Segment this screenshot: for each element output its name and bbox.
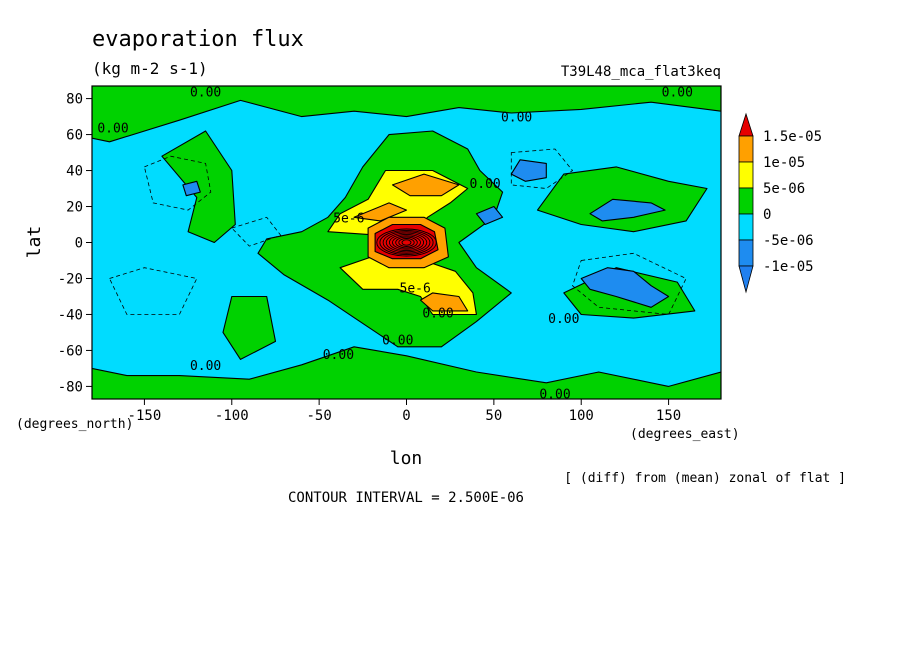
- y-tick-label: -80: [58, 379, 83, 395]
- colorbar: 1.5e-05 1e-05 5e-06 0 -5e-06 -1e-05: [738, 112, 822, 294]
- region-blue-w: [182, 180, 201, 197]
- y-tick-label: -40: [58, 307, 83, 323]
- colorbar-label: 1e-05: [763, 155, 805, 171]
- x-tick-label: -150: [128, 408, 162, 424]
- colorbar-segment: [738, 161, 754, 189]
- x-tick-label: 0: [402, 408, 410, 424]
- contour-label: 0.00: [501, 111, 532, 126]
- contour-label: 0.00: [469, 177, 500, 192]
- colorbar-segment: [738, 135, 754, 163]
- chart-title: evaporation flux: [92, 27, 304, 52]
- contour-label: 0.00: [382, 334, 413, 349]
- run-label: T39L48_mca_flat3keq: [561, 64, 721, 80]
- region-blue-ne2: [475, 205, 504, 226]
- region-mid-orange: [353, 202, 408, 222]
- contour-label: 5e-6: [333, 211, 364, 226]
- contour-label: 0.00: [548, 312, 579, 327]
- y-axis: -80 -60 -40 -20 0 20 40 60 80: [58, 92, 92, 395]
- contour-label: 0.00: [422, 307, 453, 322]
- region-blue-se: [580, 267, 670, 308]
- region-south-band: [92, 346, 721, 399]
- region-lower-orange: [419, 292, 469, 312]
- core-contour-ring: [401, 239, 412, 246]
- core-contour-ring: [392, 235, 421, 250]
- y-tick-label: -60: [58, 343, 83, 359]
- y-axis-unit: (degrees_north): [16, 417, 133, 432]
- region-east-patch: [536, 166, 708, 233]
- x-tick-label: 150: [656, 408, 681, 424]
- region-upper-orange: [391, 173, 460, 197]
- y-tick-label: 60: [66, 128, 83, 144]
- contour-interval: CONTOUR INTERVAL = 2.500E-06: [288, 490, 524, 506]
- core-contour-ring: [382, 231, 431, 254]
- contour-label: 0.00: [97, 121, 128, 136]
- y-tick-label: 40: [66, 164, 83, 180]
- negative-contours: [108, 148, 687, 315]
- colorbar-label: -5e-06: [763, 233, 814, 249]
- x-tick-label: -50: [306, 408, 331, 424]
- core-contour-rings: [376, 228, 437, 257]
- y-tick-label: 20: [66, 200, 83, 216]
- y-tick-label: -20: [58, 271, 83, 287]
- colorbar-top-triangle: [738, 112, 754, 137]
- x-axis-unit: (degrees_east): [630, 427, 740, 442]
- contour-label: 0.00: [662, 85, 693, 100]
- x-axis-label: lon: [390, 448, 423, 469]
- x-tick-label: 50: [485, 408, 502, 424]
- contour-fills: [92, 86, 721, 399]
- colorbar-label: 0: [763, 207, 771, 223]
- contour-label: 0.00: [190, 359, 221, 374]
- x-axis: -150 -100 -50 0 50 100 150: [128, 399, 681, 424]
- y-tick-label: 0: [75, 236, 83, 252]
- contour-label: 5e-6: [400, 282, 431, 297]
- contour-label: 0.00: [190, 85, 221, 100]
- plot-area: 0.00 0.00 0.00 0.00 0.00 5e-6 5e-6 0.00 0.00 0.00…: [92, 85, 721, 403]
- y-tick-label: 80: [66, 92, 83, 108]
- core-contour-ring: [398, 238, 415, 247]
- colorbar-segment: [738, 187, 754, 215]
- x-tick-label: -100: [215, 408, 249, 424]
- negative-contour: [231, 216, 282, 247]
- core-contour-ring: [379, 229, 434, 256]
- chart-subtitle: (kg m-2 s-1): [92, 59, 208, 78]
- colorbar-segment: [738, 213, 754, 241]
- colorbar-label: 5e-06: [763, 181, 805, 197]
- colorbar-label: 1.5e-05: [763, 129, 822, 145]
- core-contour-ring: [385, 232, 428, 253]
- negative-contour: [510, 148, 574, 189]
- core-contour-ring: [376, 228, 437, 257]
- negative-contour: [572, 252, 687, 315]
- negative-contour: [108, 267, 198, 315]
- core-contour-ring: [395, 236, 418, 249]
- diff-note: [ (diff) from (mean) zonal of flat ]: [564, 471, 846, 486]
- contour-label: 0.00: [539, 388, 570, 403]
- colorbar-segment: [738, 239, 754, 267]
- core-contour-ring: [388, 233, 425, 252]
- contour-label: 0.00: [323, 348, 354, 363]
- y-axis-label: lat: [24, 226, 45, 259]
- region-north-band: [92, 86, 721, 143]
- region-blue-ne1: [510, 159, 547, 182]
- region-blue-e: [589, 198, 666, 222]
- colorbar-bottom-triangle: [738, 265, 754, 294]
- colorbar-label: -1e-05: [763, 259, 814, 275]
- negative-contour: [143, 155, 212, 211]
- x-tick-label: 100: [569, 408, 594, 424]
- region-sw-patch: [222, 295, 277, 360]
